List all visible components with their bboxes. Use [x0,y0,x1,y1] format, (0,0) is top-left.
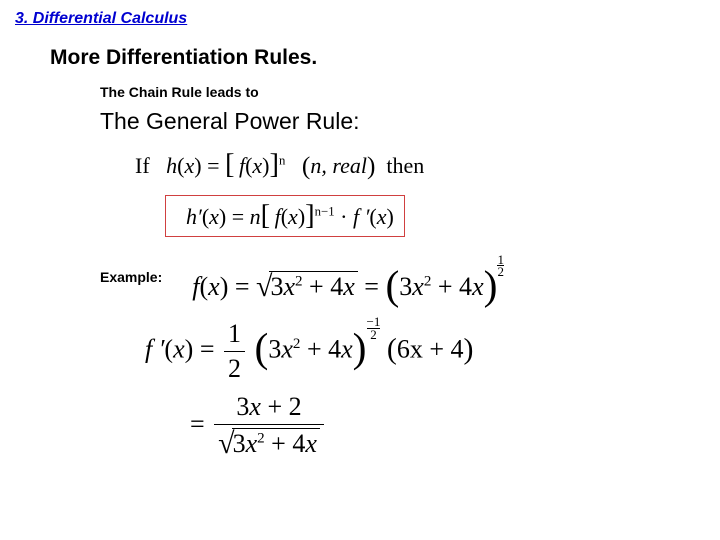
example-fx: f(x) = √3x2 + 4x = (3x2 + 4x)12 [192,261,504,309]
premise-math: If h(x) = [ f(x)]n (n, real) then h′(x) … [135,149,705,237]
exp-nm1: n−1 [315,205,335,219]
example-label: Example: [100,269,162,285]
rule-title: The General Power Rule: [100,108,705,135]
lead-in-text: The Chain Rule leads to [100,84,705,100]
then-text: then [386,153,424,178]
inner-deriv: 6x + 4 [397,334,464,363]
section-title: More Differentiation Rules. [50,46,705,70]
sqrt-expr: √3x2 + 4x [256,270,358,304]
chapter-title: 3. Differential Calculus [15,10,705,28]
fprime: f ′ [353,204,369,229]
var-x: x [184,153,194,178]
derivative-line: f ′(x) = 12 (3x2 + 4x)−12 (6x + 4) [145,319,705,384]
simplified-line: = 3x + 2 √3x2 + 4x [190,392,705,461]
close-bracket: ] [269,149,279,180]
n-real: n, real [310,153,367,178]
open-bracket: [ [225,149,235,180]
example-block: Example: f(x) = √3x2 + 4x = (3x2 + 4x)12 [15,261,705,309]
half-frac: 12 [224,319,245,384]
if-text: If [135,153,150,178]
coef-n: n [250,204,261,229]
final-frac: 3x + 2 √3x2 + 4x [214,392,324,461]
exp-neg-half: −12 [367,316,381,340]
hprime: h′ [186,204,202,229]
cdot: · [340,204,347,229]
boxed-formula: h′(x) = n[ f(x)]n−1 · f ′(x) [165,195,405,237]
exp-half: 12 [497,254,504,278]
exp-n: n [279,154,285,168]
var-h: h [166,153,177,178]
